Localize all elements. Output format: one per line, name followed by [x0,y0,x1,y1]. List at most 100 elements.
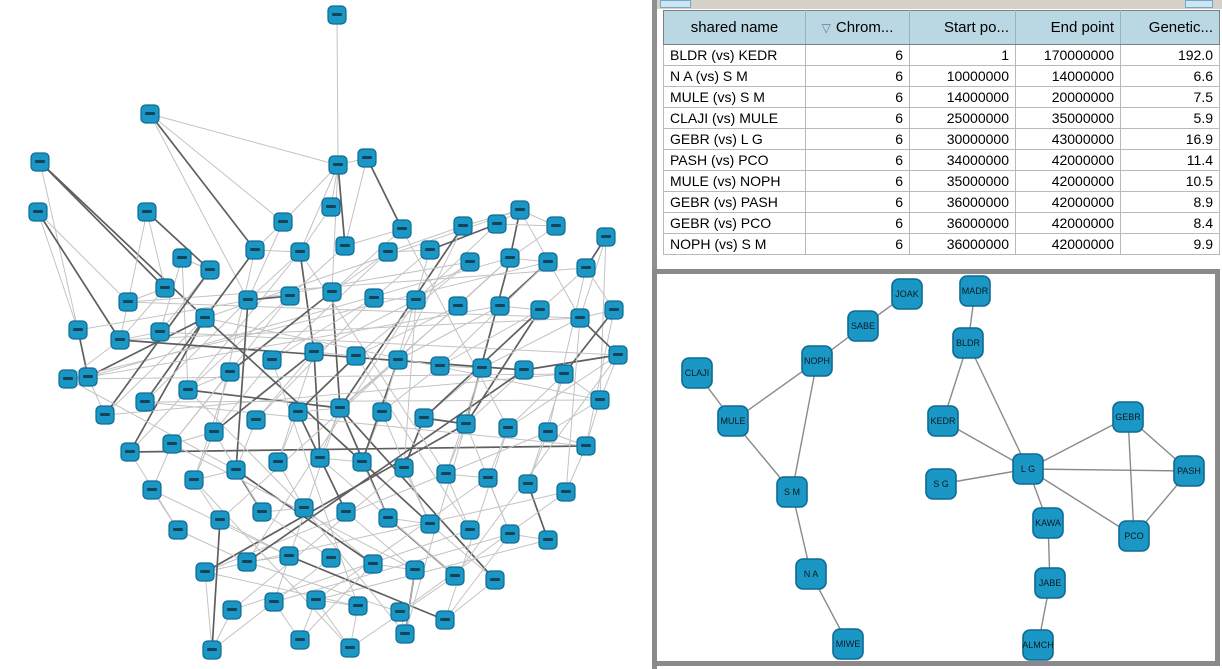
network-edge[interactable] [271,297,375,361]
network-edge[interactable] [149,113,256,251]
network-node[interactable] [1112,401,1144,433]
network-edge[interactable] [187,295,291,391]
network-edge[interactable] [481,317,581,369]
network-edge[interactable] [523,354,619,371]
network-edge[interactable] [255,351,315,421]
network-edge[interactable] [404,569,416,635]
network-edge[interactable] [204,249,256,319]
table-row[interactable]: MULE (vs) S M 6 14000000 20000000 7.5 [663,86,1220,108]
network-edge[interactable] [39,161,206,319]
network-edge[interactable] [415,223,498,301]
network-edge[interactable] [496,223,557,227]
network-edge[interactable] [563,309,615,375]
network-edge[interactable] [37,211,121,341]
network-edge[interactable] [204,571,213,651]
network-edge[interactable] [187,389,305,509]
network-edge[interactable] [313,351,321,459]
network-edge[interactable] [303,507,374,565]
network-edge[interactable] [299,563,374,641]
network-node[interactable] [776,476,808,508]
network-edge[interactable] [454,354,619,577]
network-edge[interactable] [1027,468,1190,472]
network-edge[interactable] [213,359,273,433]
network-overview-pane[interactable] [0,0,652,669]
network-edge[interactable] [465,369,525,425]
network-edge[interactable] [213,249,256,433]
filter-funnel-icon[interactable]: ▽ [821,21,831,35]
network-edge[interactable] [507,373,565,429]
network-edge[interactable] [331,291,341,409]
network-edge[interactable] [465,309,541,425]
network-edge[interactable] [585,309,615,447]
network-edge[interactable] [337,164,346,247]
network-edge[interactable] [507,354,619,429]
network-edge[interactable] [345,511,416,571]
network-edge[interactable] [401,228,509,429]
network-edge[interactable] [39,161,166,289]
network-edge[interactable] [303,507,406,635]
network-edge[interactable] [1127,416,1135,537]
network-edge[interactable] [271,359,359,607]
network-edge[interactable] [127,267,587,303]
network-edge[interactable] [429,223,498,251]
network-edge[interactable] [373,249,431,299]
network-edge[interactable] [297,355,357,413]
network-edge[interactable] [565,317,581,493]
network-edge[interactable] [204,491,567,573]
network-edge[interactable] [229,291,333,373]
network-edge[interactable] [403,299,417,469]
network-node[interactable] [801,345,833,377]
network-edge[interactable] [144,299,249,403]
network-edge[interactable] [429,523,496,581]
network-edge[interactable] [439,309,541,367]
network-edge[interactable] [187,251,301,391]
network-edge[interactable] [246,561,401,613]
network-edge[interactable] [1027,468,1135,537]
network-edge[interactable] [282,164,339,223]
network-edge[interactable] [119,211,148,341]
column-header-sharedname[interactable]: shared name [663,10,806,45]
network-edge[interactable] [37,211,79,331]
network-edge[interactable] [171,443,416,571]
network-edge[interactable] [129,389,189,453]
column-header-startpo[interactable]: Start po... [909,10,1016,45]
network-edge[interactable] [104,373,565,416]
network-edge[interactable] [247,251,301,301]
network-node[interactable] [681,357,713,389]
network-edge[interactable] [204,431,549,573]
network-edge[interactable] [37,211,129,303]
network-edge[interactable] [547,267,587,433]
network-edge[interactable] [181,257,189,391]
network-edge[interactable] [315,477,489,601]
network-edge[interactable] [331,164,339,293]
network-edge[interactable] [1027,416,1129,470]
network-node[interactable] [832,628,864,660]
table-row[interactable]: GEBR (vs) PASH 6 36000000 42000000 8.9 [663,191,1220,213]
network-node[interactable] [1022,629,1054,661]
network-edge[interactable] [331,228,403,293]
network-edge[interactable] [149,113,339,166]
network-edge[interactable] [119,317,581,341]
toolbar-tab-left[interactable] [660,0,691,8]
network-node[interactable] [927,405,959,437]
table-row[interactable]: GEBR (vs) L G 6 30000000 43000000 16.9 [663,128,1220,150]
table-row[interactable]: MULE (vs) NOPH 6 35000000 42000000 10.5 [663,170,1220,192]
network-node[interactable] [891,278,923,310]
network-edge[interactable] [204,571,359,607]
network-edge[interactable] [299,251,315,353]
table-row[interactable]: PASH (vs) PCO 6 34000000 42000000 11.4 [663,149,1220,171]
network-edge[interactable] [397,225,464,361]
network-edge[interactable] [344,157,368,247]
network-edge[interactable] [579,236,607,319]
network-node[interactable] [925,468,957,500]
network-edge[interactable] [119,287,166,341]
network-edge[interactable] [146,211,166,289]
network-node[interactable] [1118,520,1150,552]
network-edge[interactable] [444,533,511,621]
network-edge[interactable] [315,539,549,601]
network-edge[interactable] [235,299,249,471]
network-edge[interactable] [87,317,206,378]
network-edge[interactable] [288,555,446,621]
network-edge[interactable] [381,249,431,413]
toolbar-tab-right[interactable] [1185,0,1213,8]
